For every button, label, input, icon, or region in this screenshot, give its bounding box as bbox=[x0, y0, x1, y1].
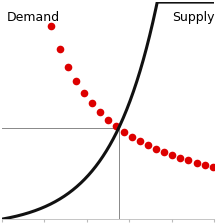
Text: Demand: Demand bbox=[6, 11, 59, 24]
Text: Supply: Supply bbox=[172, 11, 214, 24]
